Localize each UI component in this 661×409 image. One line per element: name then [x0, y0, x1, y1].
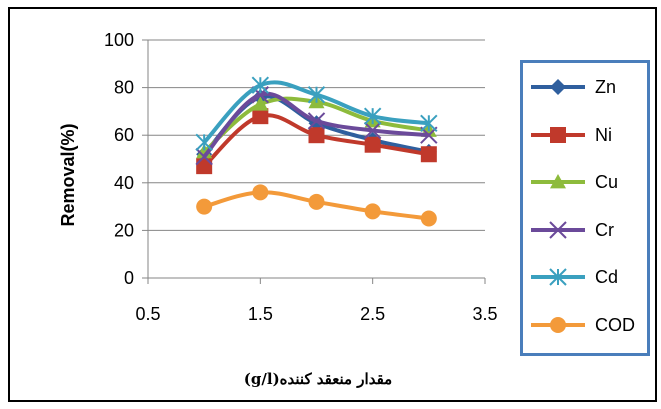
- series-cd: [195, 76, 438, 152]
- data-point: [195, 147, 213, 166]
- y-tick-label: 40: [114, 173, 134, 193]
- x-tick-label: 1.5: [248, 304, 273, 324]
- data-point: [307, 86, 326, 104]
- data-point: [364, 136, 381, 153]
- series-cod: [196, 184, 437, 227]
- data-point: [196, 198, 213, 215]
- legend-swatch: [531, 268, 585, 286]
- legend-label: Cd: [595, 267, 619, 287]
- data-point: [252, 96, 269, 111]
- x-tick-label: 2.5: [360, 304, 385, 324]
- legend-item-zn: Zn: [523, 75, 647, 99]
- y-axis-label: Removal(%): [58, 123, 78, 226]
- data-point: [251, 76, 270, 94]
- legend-item-cu: Cu: [523, 170, 647, 194]
- y-tick-label: 60: [114, 125, 134, 145]
- data-point: [420, 146, 437, 163]
- series-line: [202, 91, 430, 158]
- legend-swatch: [531, 126, 585, 143]
- legend-item-cod: COD: [523, 313, 647, 337]
- data-point: [252, 108, 269, 125]
- x-axis-label: مقدار منعقد کننده(g/l): [244, 370, 392, 388]
- legend-item-ni: Ni: [523, 123, 647, 147]
- x-tick-label: 0.5: [135, 304, 160, 324]
- legend-label: Cu: [595, 172, 619, 192]
- legend-item-cd: Cd: [523, 265, 647, 289]
- y-tick-label: 80: [114, 78, 134, 98]
- data-point: [308, 193, 325, 210]
- data-point: [252, 184, 269, 201]
- series-ni: [196, 108, 437, 175]
- legend-swatch: [531, 79, 585, 95]
- legend-swatch: [531, 174, 585, 189]
- legend-label: Ni: [595, 124, 612, 145]
- series-lines: [195, 76, 438, 227]
- y-tick-label: 0: [124, 268, 134, 288]
- data-point: [420, 114, 438, 133]
- y-tick-label: 20: [114, 220, 134, 240]
- legend-swatch: [531, 220, 585, 239]
- legend-label: Cr: [595, 219, 614, 240]
- y-tick-label: 100: [104, 30, 134, 50]
- legend-label: Zn: [595, 77, 617, 97]
- tick-labels: 0 20 40 60 80 100 0.5 1.5 2.5 3.5: [104, 30, 498, 324]
- legend-item-cr: Cr: [523, 218, 647, 242]
- legend: Zn Ni Cu Cr Cd COD: [520, 60, 650, 356]
- data-point: [307, 112, 326, 130]
- legend-swatch: [531, 316, 585, 333]
- data-point: [363, 107, 382, 125]
- data-point: [196, 158, 213, 175]
- data-point: [420, 210, 437, 227]
- data-point: [195, 133, 213, 152]
- data-point: [363, 121, 382, 140]
- data-point: [364, 203, 381, 220]
- axes: [142, 39, 486, 284]
- legend-label: COD: [595, 314, 635, 335]
- x-tick-label: 3.5: [472, 304, 497, 324]
- data-point: [308, 127, 325, 144]
